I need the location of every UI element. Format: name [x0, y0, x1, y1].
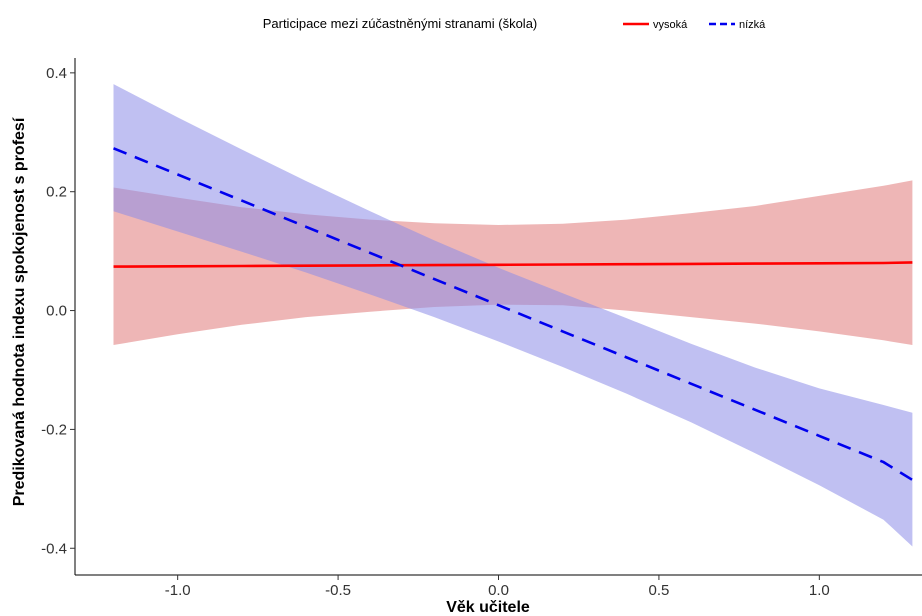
series-lines: [113, 147, 914, 482]
axes: -0.4 -0.2 0.0 0.2 0.4 -1.0 -0.5 0.0 0.5 1.0: [41, 58, 922, 599]
series-line-vysoka: [113, 261, 913, 268]
y-ticks: -0.4 -0.2 0.0 0.2 0.4: [41, 65, 75, 557]
x-tick-label: 1.0: [809, 582, 830, 599]
y-tick-label: -0.2: [41, 421, 67, 438]
legend-label-nizka: nízká: [739, 19, 766, 31]
series-line-nizka: [113, 147, 914, 482]
x-tick-label: 0.0: [488, 582, 509, 599]
ribbon-nizka: [113, 84, 913, 547]
legend-label-vysoka: vysoká: [653, 19, 688, 31]
confidence-ribbons: [113, 84, 913, 547]
x-tick-label: -1.0: [165, 582, 191, 599]
x-tick-label: -0.5: [325, 582, 351, 599]
x-ticks: -1.0 -0.5 0.0 0.5 1.0: [165, 575, 830, 599]
x-axis-title: Věk učitele: [446, 599, 530, 616]
legend-title: Participace mezi zúčastněnými stranami (…: [263, 16, 538, 31]
x-tick-label: 0.5: [648, 582, 669, 599]
legend: Participace mezi zúčastněnými stranami (…: [263, 16, 766, 31]
y-tick-label: -0.4: [41, 540, 67, 557]
y-tick-label: 0.2: [46, 184, 67, 201]
y-tick-label: 0.0: [46, 303, 67, 320]
y-tick-label: 0.4: [46, 65, 67, 82]
y-axis-title: Predikovaná hodnota indexu spokojenost s…: [11, 117, 28, 506]
